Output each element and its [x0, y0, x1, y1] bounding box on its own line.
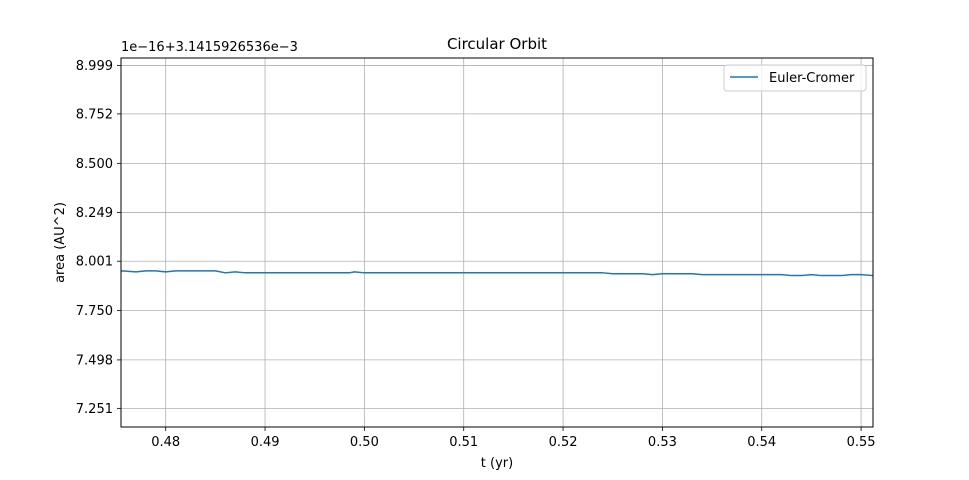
y-tick-label: 8.752	[76, 107, 113, 122]
legend-box	[723, 64, 867, 92]
plot-area	[121, 58, 873, 427]
series-layer	[120, 270, 874, 277]
x-tick-label: 0.52	[549, 435, 578, 450]
y-tick-label: 7.498	[76, 353, 113, 368]
plot-frame	[120, 57, 874, 428]
grid	[121, 58, 873, 427]
y-tick-label: 8.249	[76, 206, 113, 221]
y-tick-label: 7.251	[76, 402, 113, 417]
legend-label-euler-cromer: Euler-Cromer	[769, 71, 855, 86]
x-tick-label: 0.55	[847, 435, 876, 450]
y-offset-label: 1e−16+3.1415926536e−3	[121, 40, 298, 55]
x-tick-label: 0.54	[747, 435, 776, 450]
x-axis-label: t (yr)	[481, 456, 513, 471]
y-tick-label: 8.500	[76, 157, 113, 172]
y-axis-ticks: 7.251 7.498 7.750 8.001 8.249 8.500 8.752 8.999	[76, 59, 121, 417]
x-axis-ticks: 0.48 0.49 0.50 0.51 0.52 0.53 0.54 0.55	[151, 427, 876, 450]
y-tick-label: 7.750	[76, 304, 113, 319]
x-tick-label: 0.50	[350, 435, 379, 450]
y-tick-label: 8.999	[76, 59, 113, 74]
x-tick-label: 0.53	[648, 435, 677, 450]
series-line-euler-cromer	[120, 270, 874, 277]
x-tick-label: 0.51	[449, 435, 478, 450]
x-tick-label: 0.48	[151, 435, 180, 450]
x-tick-label: 0.49	[251, 435, 280, 450]
y-tick-label: 8.001	[76, 255, 113, 270]
y-axis-label: area (AU^2)	[53, 202, 68, 283]
chart-title: Circular Orbit	[447, 35, 547, 53]
legend: Euler-Cromer	[723, 64, 867, 92]
